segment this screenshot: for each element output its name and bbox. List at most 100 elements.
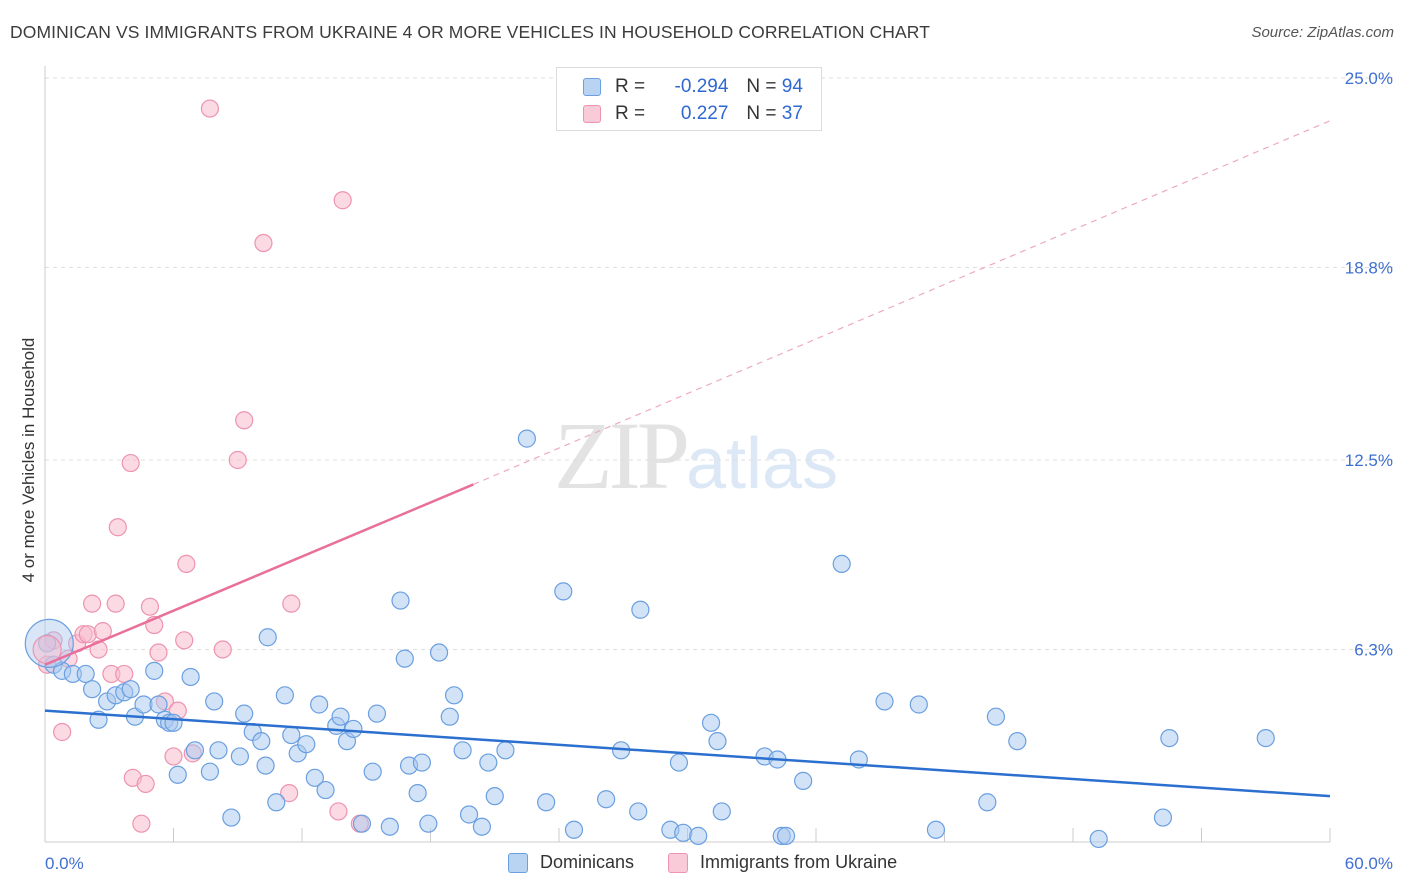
trend-line-ukraine-extended <box>473 120 1331 486</box>
legend-label-ukraine: Immigrants from Ukraine <box>700 852 898 872</box>
legend-n-label: N = <box>746 103 777 124</box>
data-point-ukraine <box>177 554 196 574</box>
legend-item-dominicans[interactable]: Dominicans <box>508 852 634 873</box>
data-point-dominicans <box>310 695 329 714</box>
data-point-dominicans <box>76 664 95 684</box>
data-point-dominicans <box>701 713 721 732</box>
data-point-dominicans <box>252 732 271 751</box>
data-point-ukraine <box>132 814 151 833</box>
data-point-dominicans <box>235 704 254 723</box>
data-point-ukraine <box>200 99 220 118</box>
data-point-ukraine <box>53 722 72 742</box>
data-point-ukraine <box>78 625 97 644</box>
data-point-dominicans <box>485 787 504 806</box>
data-point-dominicans <box>275 686 294 705</box>
legend-r-label: R = <box>615 76 646 97</box>
watermark-zip: ZIP <box>554 402 690 509</box>
data-point-dominicans <box>429 643 449 662</box>
legend-item-ukraine[interactable]: Immigrants from Ukraine <box>668 852 897 873</box>
data-point-dominicans <box>256 756 275 775</box>
data-point-dominicans <box>440 707 459 726</box>
x-tick-label: 0.0% <box>45 854 84 873</box>
data-point-dominicans <box>479 753 498 772</box>
legend-n-value: 37 <box>781 103 803 124</box>
data-point-dominicans <box>496 741 515 760</box>
data-point-ukraine <box>228 450 247 470</box>
data-point-dominicans <box>517 429 536 448</box>
data-point-ukraine <box>282 594 301 613</box>
data-point-dominicans <box>305 768 324 787</box>
data-point-ukraine <box>106 594 125 613</box>
data-point-ukraine <box>235 411 254 430</box>
data-point-dominicans <box>689 826 708 845</box>
data-point-dominicans <box>367 704 387 723</box>
y-tick-label: 25.0% <box>1345 69 1393 88</box>
data-point-dominicans <box>316 780 335 800</box>
data-point-dominicans <box>380 817 399 836</box>
data-point-dominicans <box>391 591 410 610</box>
data-point-dominicans <box>181 667 200 687</box>
data-point-dominicans <box>1089 829 1108 849</box>
legend-swatch-blue <box>583 78 601 96</box>
data-point-dominicans <box>258 628 277 647</box>
y-axis-title: 4 or more Vehicles in Household <box>19 338 38 583</box>
data-point-dominicans <box>1153 808 1173 827</box>
data-point-dominicans <box>344 719 363 739</box>
legend-swatch-pink <box>583 105 601 123</box>
data-point-dominicans <box>776 826 796 845</box>
data-point-dominicans <box>408 784 427 803</box>
data-point-dominicans <box>597 790 616 809</box>
data-point-ukraine <box>108 518 127 537</box>
data-point-ukraine <box>175 631 194 650</box>
y-tick-label: 6.3% <box>1354 640 1393 659</box>
data-point-dominicans <box>708 732 727 751</box>
data-point-dominicans <box>1008 732 1027 751</box>
legend-r-value: -0.294 <box>674 76 729 97</box>
data-point-dominicans <box>459 805 479 824</box>
watermark-atlas: atlas <box>686 424 839 504</box>
data-point-dominicans <box>363 762 382 781</box>
legend-n-value: 94 <box>781 76 803 97</box>
data-point-dominicans <box>282 725 301 745</box>
data-point-dominicans <box>267 793 286 812</box>
legend-swatch-blue <box>508 852 528 873</box>
data-point-ukraine <box>164 747 183 766</box>
data-point-dominicans <box>472 817 491 836</box>
data-point-ukraine <box>254 233 273 253</box>
data-point-dominicans <box>631 600 650 619</box>
correlation-legend: R = -0.294 N = 94 R = 0.227 N = 37 <box>556 67 822 131</box>
data-point-dominicans <box>297 735 316 754</box>
data-point-ukraine <box>213 640 232 659</box>
legend-row-dominicans: R = -0.294 N = 94 <box>583 74 803 100</box>
data-point-dominicans <box>121 680 140 699</box>
data-point-dominicans <box>164 713 183 732</box>
data-point-dominicans <box>395 649 414 668</box>
data-point-dominicans <box>1256 728 1275 748</box>
data-point-dominicans <box>200 762 220 781</box>
data-point-ukraine <box>83 594 102 613</box>
data-point-dominicans <box>832 554 851 574</box>
data-point-dominicans <box>444 686 464 705</box>
data-point-dominicans <box>168 765 187 784</box>
data-point-dominicans <box>419 814 438 833</box>
source-label: Source: ZipAtlas.com <box>1251 24 1394 41</box>
data-point-ukraine <box>115 664 134 684</box>
data-point-ukraine <box>136 774 155 794</box>
data-point-dominicans <box>926 820 946 839</box>
data-point-dominicans <box>222 808 241 827</box>
data-point-dominicans <box>230 747 249 766</box>
data-point-dominicans <box>712 802 731 821</box>
data-point-dominicans <box>794 771 813 790</box>
data-point-dominicans <box>537 793 556 812</box>
x-tick-label: 60.0% <box>1345 854 1393 873</box>
data-point-dominicans <box>564 820 584 839</box>
data-point-dominicans <box>83 680 102 699</box>
data-point-dominicans <box>1160 728 1179 748</box>
data-point-ukraine <box>333 191 352 210</box>
trend-line-ukraine <box>44 483 474 666</box>
data-point-dominicans <box>674 823 693 842</box>
data-point-dominicans <box>669 753 689 772</box>
data-point-dominicans <box>331 707 350 726</box>
data-point-dominicans <box>185 741 205 760</box>
